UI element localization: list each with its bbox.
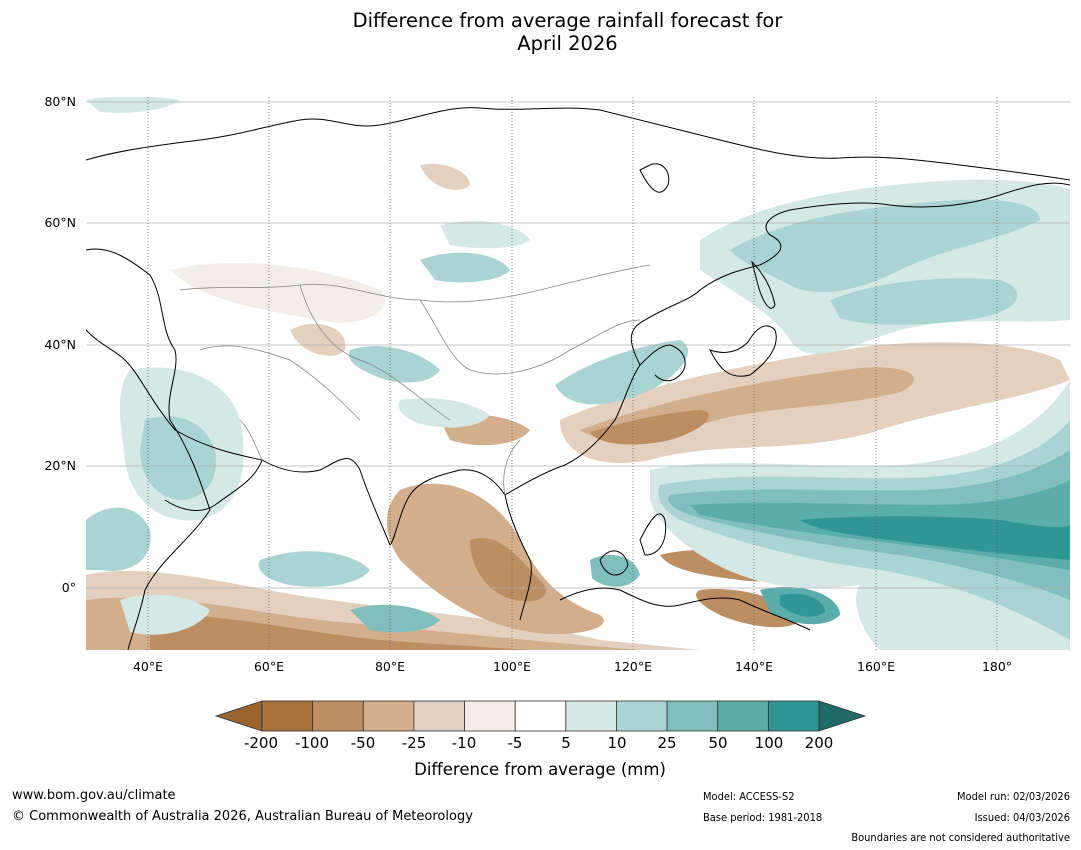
colorbar-title: Difference from average (mm) — [414, 760, 666, 779]
lon-label-80e: 80°E — [374, 659, 406, 674]
country-borders — [179, 264, 651, 496]
colorbar-cell — [261, 700, 314, 732]
lon-label-120e: 120°E — [613, 659, 653, 674]
lon-label-180: 180° — [981, 659, 1013, 674]
lat-label-40n: 40°N — [44, 337, 76, 352]
colorbar-tick-label: -10 — [451, 734, 477, 752]
lon-label-140e: 140°E — [734, 659, 774, 674]
model-name: Model: ACCESS-S2 — [703, 790, 795, 803]
coastlines — [86, 107, 1070, 650]
lat-label-20n: 20°N — [44, 458, 76, 473]
chart-title: Difference from average rainfall forecas… — [0, 9, 1081, 55]
colorbar-cell — [565, 700, 617, 732]
colorbar-cell — [464, 700, 516, 732]
colorbar-cell — [666, 700, 719, 732]
boundaries-disclaimer: Boundaries are not considered authoritat… — [851, 831, 1070, 844]
lon-label-40e: 40°E — [132, 659, 164, 674]
colorbar-extend-high — [818, 700, 867, 732]
map-gridlines — [86, 101, 1070, 589]
lon-label-100e: 100°E — [492, 659, 532, 674]
lon-label-60e: 60°E — [253, 659, 285, 674]
title-line-1: Difference from average rainfall forecas… — [352, 9, 783, 32]
colorbar-tick-label: 200 — [804, 734, 834, 752]
map-field — [86, 97, 1070, 650]
colorbar-cell — [312, 700, 364, 732]
lat-label-60n: 60°N — [44, 215, 76, 230]
colorbar-cell — [767, 700, 820, 732]
lat-label-0: 0° — [61, 580, 76, 595]
colorbar-cell — [616, 700, 668, 732]
colorbar-tick-label: 25 — [657, 734, 677, 752]
colorbar-tick-label: -25 — [401, 734, 427, 752]
copyright-text: © Commonwealth of Australia 2026, Austra… — [12, 809, 473, 824]
colorbar-tick-label: 5 — [561, 734, 571, 752]
colorbar-tick-label: 100 — [754, 734, 784, 752]
colorbar-tick-label: -200 — [243, 734, 279, 752]
colorbar — [214, 700, 867, 732]
title-line-2: April 2026 — [517, 32, 618, 55]
colorbar-tick-label: 10 — [607, 734, 627, 752]
model-run-date: Model run: 02/03/2026 — [957, 790, 1070, 803]
issued-date: Issued: 04/03/2026 — [974, 811, 1070, 824]
colorbar-extend-low — [214, 700, 263, 732]
colorbar-tick-label: -5 — [507, 734, 523, 752]
base-period: Base period: 1981-2018 — [703, 811, 823, 824]
bom-url-link[interactable]: www.bom.gov.au/climate — [12, 788, 176, 803]
colorbar-cell — [514, 700, 567, 732]
colorbar-cell — [413, 700, 465, 732]
colorbar-cell — [362, 700, 415, 732]
lon-label-160e: 160°E — [856, 659, 896, 674]
colorbar-cell — [717, 700, 769, 732]
colorbar-tick-label: -50 — [350, 734, 376, 752]
lat-label-80n: 80°N — [44, 94, 76, 109]
colorbar-tick-label: -100 — [294, 734, 330, 752]
wet-anomaly-areas — [86, 97, 1070, 650]
colorbar-tick-label: 50 — [708, 734, 728, 752]
map-meridians — [147, 97, 998, 650]
